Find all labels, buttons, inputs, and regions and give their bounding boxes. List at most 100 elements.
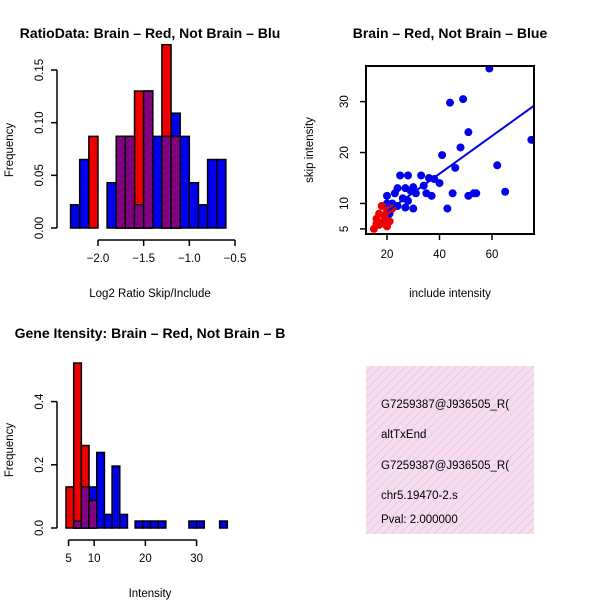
- intensity-bar-not-brain-6: [111, 465, 121, 529]
- scatter-point-not-brain-7: [493, 161, 502, 170]
- ratio-x-tick-label-0: −2.0: [87, 253, 110, 265]
- scatter-point-brain-10: [377, 202, 386, 210]
- info-panel-hatch: [366, 366, 534, 534]
- ratio-x-axis-label: Log2 Ratio Skip/Include: [89, 288, 210, 300]
- intensity-bar-not-brain-20: [218, 520, 229, 529]
- scatter-point-not-brain-23: [427, 191, 436, 200]
- scatter-point-not-brain-14: [435, 179, 444, 188]
- intensity-chart-title: Gene Itensity: Brain – Red, Not Brain – …: [15, 325, 286, 341]
- intensity-bar-not-brain-11: [149, 520, 159, 529]
- intensity-bar-not-brain-4: [95, 451, 106, 529]
- scatter-point-not-brain-11: [417, 171, 426, 180]
- intensity-x-axis-label: Intensity: [129, 588, 172, 600]
- ratio-bar-overlap-hatch-7: [134, 204, 144, 228]
- scatter-axes: 20 40 60 5 10 20 30: [339, 65, 535, 261]
- scatter-trend-line: [386, 104, 534, 213]
- scatter-point-not-brain-27: [501, 187, 510, 196]
- scatter-point-not-brain-29: [383, 191, 391, 200]
- intensity-x-tick-label-1: 10: [88, 553, 101, 565]
- scatter-point-brain-11: [372, 219, 381, 228]
- scatter-plot-frame: [365, 65, 535, 235]
- intensity-bar-not-brain-17: [195, 520, 206, 529]
- scatter-point-not-brain-5: [456, 143, 465, 152]
- info-line-event-type: altTxEnd: [381, 429, 426, 441]
- ratio-y-tick-label-0: 0.00: [34, 217, 46, 239]
- intensity-bar-brain-0: [65, 486, 75, 529]
- scatter-point-not-brain-24: [448, 189, 457, 198]
- scatter-x-tick-label-1: 40: [433, 249, 446, 261]
- scatter-y-axis-label: skip intensity: [304, 117, 316, 183]
- scatter-point-not-brain-19: [390, 189, 399, 198]
- ratio-y-tick-label-1: 0.05: [34, 164, 46, 186]
- intensity-histogram: Gene Itensity: Brain – Red, Not Brain – …: [4, 325, 285, 600]
- intensity-bar-overlap-hatch-1: [73, 521, 82, 528]
- intensity-x-tick-label-2: 20: [139, 553, 152, 565]
- scatter-point-not-brain-2: [446, 98, 454, 107]
- ratio-bar-overlap-hatch-10: [161, 136, 172, 228]
- info-line-location: chr5.19470-2.s: [381, 490, 458, 502]
- ratio-bar-not-brain-16: [215, 158, 227, 229]
- ratio-bar-not-brain-9: [152, 135, 163, 229]
- intensity-y-tick-label-2: 0.4: [34, 393, 46, 410]
- scatter-point-not-brain-1: [459, 95, 468, 104]
- intensity-bar-not-brain-12: [157, 520, 167, 529]
- ratio-bar-not-brain-12: [179, 135, 191, 229]
- info-line-pval: Pval: 2.000000: [381, 514, 458, 526]
- intensity-bar-brain-1: [72, 362, 83, 529]
- scatter-point-not-brain-34: [401, 203, 410, 212]
- intensity-bar-not-brain-7: [119, 513, 129, 529]
- ratio-bars: [69, 43, 227, 229]
- ratio-bar-overlap-hatch-11: [171, 136, 181, 228]
- ratio-x-tick-label-2: −1.0: [178, 253, 201, 265]
- scatter-marks: [369, 66, 534, 233]
- scatter-x-tick-label-2: 60: [486, 249, 499, 261]
- intensity-bar-overlap-hatch-2: [81, 486, 90, 528]
- ratio-histogram: RatioData: Brain – Red, Not Brain – Blu …: [4, 25, 280, 300]
- info-panel: G7259387@J936505_R( altTxEnd G7259387@J9…: [366, 366, 534, 534]
- ratio-y-tick-label-3: 0.15: [34, 59, 46, 81]
- intensity-bar-not-brain-5: [103, 513, 113, 529]
- scatter-point-not-brain-12: [404, 171, 412, 180]
- scatter-point-not-brain-35: [409, 204, 418, 213]
- scatter-point-not-brain-8: [451, 163, 460, 172]
- info-line-gene-id: G7259387@J936505_R(: [381, 399, 509, 411]
- scatter-point-not-brain-26: [472, 189, 481, 198]
- scatter-y-tick-label-1: 10: [339, 197, 351, 210]
- scatter-point-not-brain-28: [464, 191, 473, 200]
- ratio-bar-not-brain-14: [197, 204, 209, 229]
- scatter-chart-title: Brain – Red, Not Brain – Blue: [353, 25, 548, 41]
- intensity-bar-overlap-hatch-3: [89, 500, 97, 528]
- ratio-bar-brain-2: [88, 135, 99, 229]
- intensity-bar-not-brain-10: [142, 520, 152, 529]
- intensity-x-tick-label-0: 5: [65, 553, 71, 565]
- ratio-chart-title: RatioData: Brain – Red, Not Brain – Blu: [20, 25, 281, 41]
- ratio-bar-overlap-hatch-5: [116, 136, 126, 228]
- scatter-point-not-brain-0: [485, 66, 494, 73]
- scatter-point-brain-7: [375, 209, 384, 218]
- ratio-bar-overlap-hatch-8: [143, 91, 153, 228]
- scatter-point-not-brain-3: [464, 128, 473, 137]
- intensity-bar-not-brain-16: [188, 520, 198, 529]
- scatter-point-not-brain-6: [438, 151, 447, 160]
- intensity-scatter: Brain – Red, Not Brain – Blue 20 40 605102…: [304, 25, 547, 300]
- intensity-y-tick-label-0: 0.0: [34, 520, 46, 536]
- ratio-x-tick-label-1: −1.5: [132, 253, 155, 265]
- intensity-y-tick-label-1: 0.2: [34, 457, 46, 473]
- intensity-axes: 5 10 20 30 0.0 0.2 0.4: [34, 393, 203, 565]
- scatter-point-not-brain-4: [527, 135, 534, 144]
- intensity-y-axis-label: Frequency: [4, 423, 16, 478]
- intensity-bar-not-brain-9: [134, 520, 144, 529]
- scatter-x-tick-label-0: 20: [381, 249, 394, 261]
- scatter-point-not-brain-36: [443, 204, 452, 213]
- ratio-bar-not-brain-4: [106, 181, 117, 229]
- ratio-bar-not-brain-0: [69, 204, 81, 229]
- ratio-bar-not-brain-1: [78, 158, 90, 229]
- ratio-axes: −2.0 −1.5 −1.0 −0.5 0.00 0.05 0.10 0.15: [34, 59, 246, 265]
- scatter-y-tick-label-2: 20: [339, 146, 351, 159]
- ratio-y-axis-label: Frequency: [4, 123, 16, 178]
- intensity-bars: [65, 362, 229, 529]
- ratio-x-tick-label-3: −0.5: [224, 253, 247, 265]
- intensity-x-tick-label-3: 30: [190, 553, 203, 565]
- info-panel-clip: G7259387@J936505_R( altTxEnd G7259387@J9…: [381, 399, 509, 526]
